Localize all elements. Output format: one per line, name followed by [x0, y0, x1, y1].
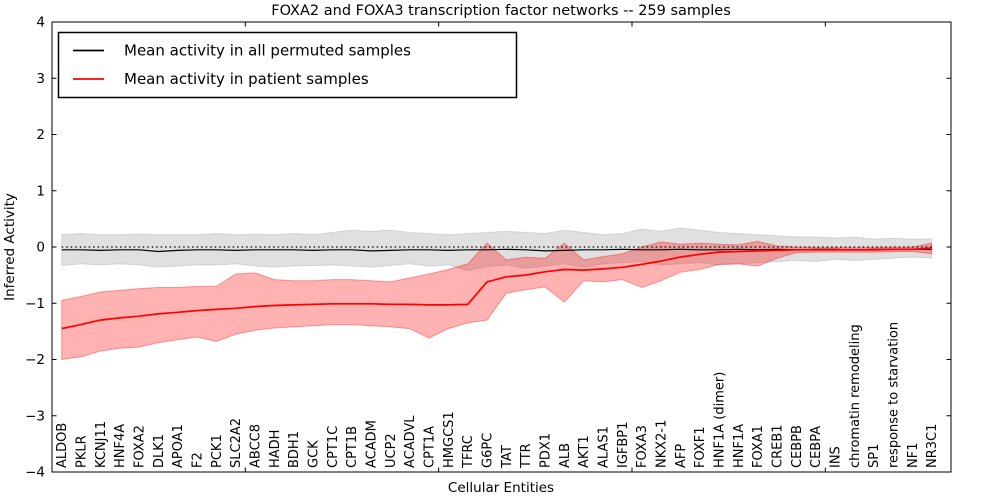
- x-category-label: SP1: [867, 444, 882, 468]
- x-category-label: CEBPA: [809, 426, 824, 468]
- legend-box: [57, 31, 518, 99]
- x-category-label: ACADM: [365, 420, 380, 468]
- y-tick-label: −3: [25, 408, 45, 424]
- x-category-label: PCK1: [210, 434, 225, 468]
- y-tick-label: −4: [25, 465, 45, 481]
- y-tick-label: −1: [25, 296, 45, 312]
- y-tick-label: 2: [36, 127, 45, 143]
- x-category-label: DLK1: [152, 434, 167, 468]
- legend-label: Mean activity in patient samples: [124, 70, 369, 88]
- x-category-label: CPT1A: [423, 426, 438, 468]
- y-tick-label: 1: [36, 183, 45, 199]
- x-category-label: HNF4A: [113, 424, 128, 468]
- legend-label: Mean activity in all permuted samples: [124, 42, 411, 60]
- plot-area: −4 −3 −2 −1 0 1 2 3 4 ALDOB PKLR KCNJ11 HNF4A FOXA2 DL…: [25, 15, 952, 481]
- x-category-label: IGFBP1: [616, 422, 631, 468]
- legend: Mean activity in all permuted samples Mea…: [57, 31, 518, 99]
- x-category-label: FOXA1: [751, 425, 766, 468]
- x-category-label: CEBPB: [790, 425, 805, 468]
- x-category-label: AKT1: [577, 435, 592, 468]
- x-category-label: HADH: [268, 430, 283, 468]
- x-category-label: ACADVL: [403, 415, 418, 468]
- y-tick-label: 3: [36, 71, 45, 87]
- x-category-label: ABCC8: [249, 424, 264, 468]
- x-category-label: INS: [829, 446, 844, 468]
- x-category-label: NKX2-1: [655, 420, 670, 468]
- x-category-label: TTR: [519, 443, 534, 469]
- x-axis-title: Cellular Entities: [448, 480, 554, 496]
- patient-envelope: [61, 240, 933, 361]
- x-category-label: response to starvation: [887, 322, 902, 468]
- x-category-label: KCNJ11: [94, 421, 109, 468]
- y-tick-label: 0: [36, 240, 45, 256]
- y-tick-label: 4: [36, 15, 45, 31]
- x-category-label: NR3C1: [925, 424, 940, 468]
- x-category-label: AFP: [674, 444, 689, 468]
- x-category-label: CPT1B: [345, 426, 360, 468]
- x-category-label: HNF1A: [732, 424, 747, 468]
- patient-mean-line: [61, 247, 932, 330]
- x-category-label: G6PC: [481, 433, 496, 468]
- x-category-label: FOXA2: [133, 425, 148, 468]
- x-category-label: CREB1: [771, 424, 786, 468]
- x-category-label: APOA1: [171, 424, 186, 468]
- y-axis-title: Inferred Activity: [2, 193, 18, 301]
- x-category-label: FOXA3: [635, 425, 650, 468]
- x-category-label: PKLR: [75, 435, 90, 468]
- x-category-label: GCK: [307, 440, 322, 468]
- x-category-label: ALAS1: [597, 426, 612, 468]
- x-category-label: NF1: [906, 443, 921, 468]
- x-category-label: HMGCS1: [442, 411, 457, 468]
- x-category-label: CPT1C: [326, 426, 341, 468]
- chart-title: FOXA2 and FOXA3 transcription factor net…: [271, 3, 731, 19]
- x-category-label: TAT: [500, 445, 515, 469]
- x-category-label: SLC2A2: [229, 418, 244, 468]
- y-tick-label: −2: [25, 352, 45, 368]
- x-category-label: PDX1: [539, 433, 554, 468]
- x-category-label: TFRC: [461, 435, 476, 469]
- x-category-label: F2: [191, 452, 206, 468]
- x-category-label: BDH1: [287, 431, 302, 468]
- x-category-label: chromatin remodeling: [848, 324, 863, 468]
- x-category-label: ALB: [558, 443, 573, 468]
- x-category-label: HNF1A (dimer): [713, 372, 728, 468]
- x-category-label: ALDOB: [55, 423, 70, 468]
- x-category-label: FOXF1: [693, 426, 708, 468]
- x-category-label: UCP2: [384, 433, 399, 468]
